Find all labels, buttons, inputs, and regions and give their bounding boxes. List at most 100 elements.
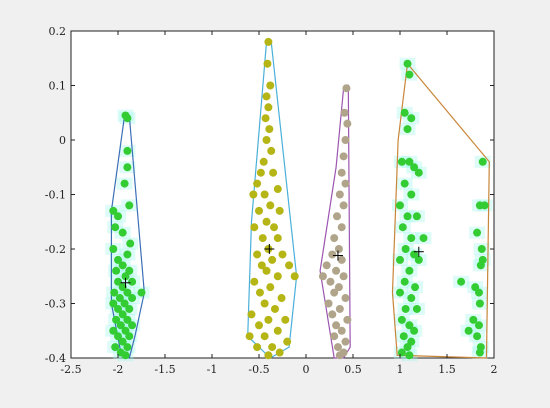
- data-point: [334, 245, 343, 253]
- data-point: [123, 288, 132, 297]
- data-point: [109, 326, 118, 335]
- data-point: [275, 206, 284, 215]
- data-point: [118, 310, 127, 319]
- data-point: [261, 114, 270, 123]
- data-point: [342, 84, 351, 93]
- data-point: [419, 234, 428, 243]
- data-point: [118, 228, 127, 237]
- data-point: [266, 201, 275, 210]
- data-point: [400, 108, 409, 117]
- data-point: [414, 168, 423, 177]
- data-point: [285, 261, 294, 270]
- data-point: [335, 190, 344, 199]
- centroid-layer: [120, 244, 424, 288]
- data-point: [112, 315, 121, 324]
- data-point: [343, 119, 352, 128]
- data-point: [324, 299, 333, 308]
- data-point: [128, 321, 137, 330]
- points-layer: [109, 37, 489, 360]
- data-point: [264, 351, 273, 360]
- data-point: [137, 288, 146, 297]
- hull-4: [391, 62, 490, 359]
- x-tick-label: -1.5: [154, 363, 175, 376]
- x-tick-label: 0: [303, 363, 310, 376]
- data-point: [109, 245, 118, 253]
- data-point: [109, 299, 118, 308]
- data-point: [398, 223, 407, 232]
- x-tick-label: -0.5: [248, 363, 269, 376]
- centroid-marker-1: [120, 277, 131, 288]
- data-point: [341, 179, 350, 188]
- data-point: [469, 315, 478, 324]
- data-point: [253, 179, 262, 188]
- data-point: [125, 332, 134, 341]
- data-point: [341, 136, 350, 144]
- data-point: [112, 266, 121, 275]
- data-point: [412, 304, 421, 313]
- data-point: [401, 304, 410, 313]
- data-point: [118, 337, 127, 346]
- data-point: [125, 304, 134, 313]
- data-point: [407, 190, 416, 199]
- data-point: [407, 114, 416, 123]
- data-point: [273, 272, 282, 281]
- y-tick-label: -0.2: [45, 243, 66, 256]
- data-point: [265, 125, 274, 134]
- data-point: [264, 103, 273, 112]
- data-point: [410, 250, 419, 259]
- data-point: [120, 299, 129, 308]
- data-point: [400, 179, 409, 188]
- data-point: [128, 277, 137, 286]
- data-point: [474, 288, 483, 297]
- data-point: [123, 163, 132, 172]
- data-point: [334, 283, 343, 292]
- data-point: [255, 321, 263, 330]
- data-point: [270, 304, 279, 313]
- data-point: [249, 190, 258, 199]
- data-point: [337, 223, 346, 232]
- data-point: [268, 343, 277, 352]
- data-point: [128, 294, 137, 303]
- data-point: [474, 321, 483, 330]
- data-point: [397, 315, 406, 324]
- data-point: [262, 136, 271, 144]
- x-tick-label: 2: [491, 363, 498, 376]
- data-point: [269, 168, 278, 177]
- data-point: [270, 223, 279, 232]
- data-point: [410, 326, 419, 335]
- x-tick-label: 1: [397, 363, 404, 376]
- data-point: [264, 315, 273, 324]
- data-point: [266, 81, 275, 90]
- data-point: [335, 351, 344, 360]
- y-axis: 0.2 0.1 0 -0.1 -0.2 -0.3 -0.4: [45, 25, 494, 365]
- data-point: [245, 332, 254, 341]
- data-point: [333, 212, 342, 221]
- data-point: [281, 315, 290, 324]
- data-point: [397, 348, 406, 357]
- data-point: [475, 299, 484, 308]
- data-point: [401, 245, 410, 253]
- data-point: [341, 337, 350, 346]
- data-point: [473, 228, 482, 237]
- data-point: [264, 37, 273, 46]
- data-point: [114, 277, 122, 286]
- data-point: [397, 157, 406, 166]
- data-point: [114, 255, 122, 264]
- data-point: [273, 234, 282, 243]
- data-point: [247, 310, 256, 319]
- data-point: [278, 250, 287, 259]
- x-tick-label: -2.5: [60, 363, 81, 376]
- data-point: [123, 114, 132, 123]
- centroid-marker-3: [332, 250, 343, 261]
- data-point: [258, 234, 267, 243]
- data-point: [263, 59, 272, 68]
- data-point: [339, 272, 348, 281]
- data-point: [262, 217, 271, 226]
- data-point: [396, 288, 404, 297]
- data-point: [328, 250, 337, 259]
- data-point: [405, 351, 414, 360]
- data-point: [255, 206, 263, 215]
- data-point: [403, 212, 412, 221]
- data-point: [335, 304, 344, 313]
- data-point: [399, 332, 408, 341]
